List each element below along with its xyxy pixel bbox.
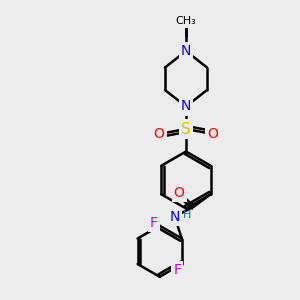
Text: N: N: [181, 44, 191, 58]
Text: F: F: [173, 263, 181, 277]
Text: F: F: [150, 216, 158, 230]
Text: N: N: [181, 100, 191, 113]
Text: S: S: [181, 122, 191, 136]
Text: O: O: [208, 127, 218, 140]
Text: H: H: [183, 210, 191, 220]
Text: O: O: [154, 127, 164, 140]
Text: CH₃: CH₃: [176, 16, 197, 26]
Text: N: N: [169, 210, 180, 224]
Text: O: O: [174, 186, 184, 200]
